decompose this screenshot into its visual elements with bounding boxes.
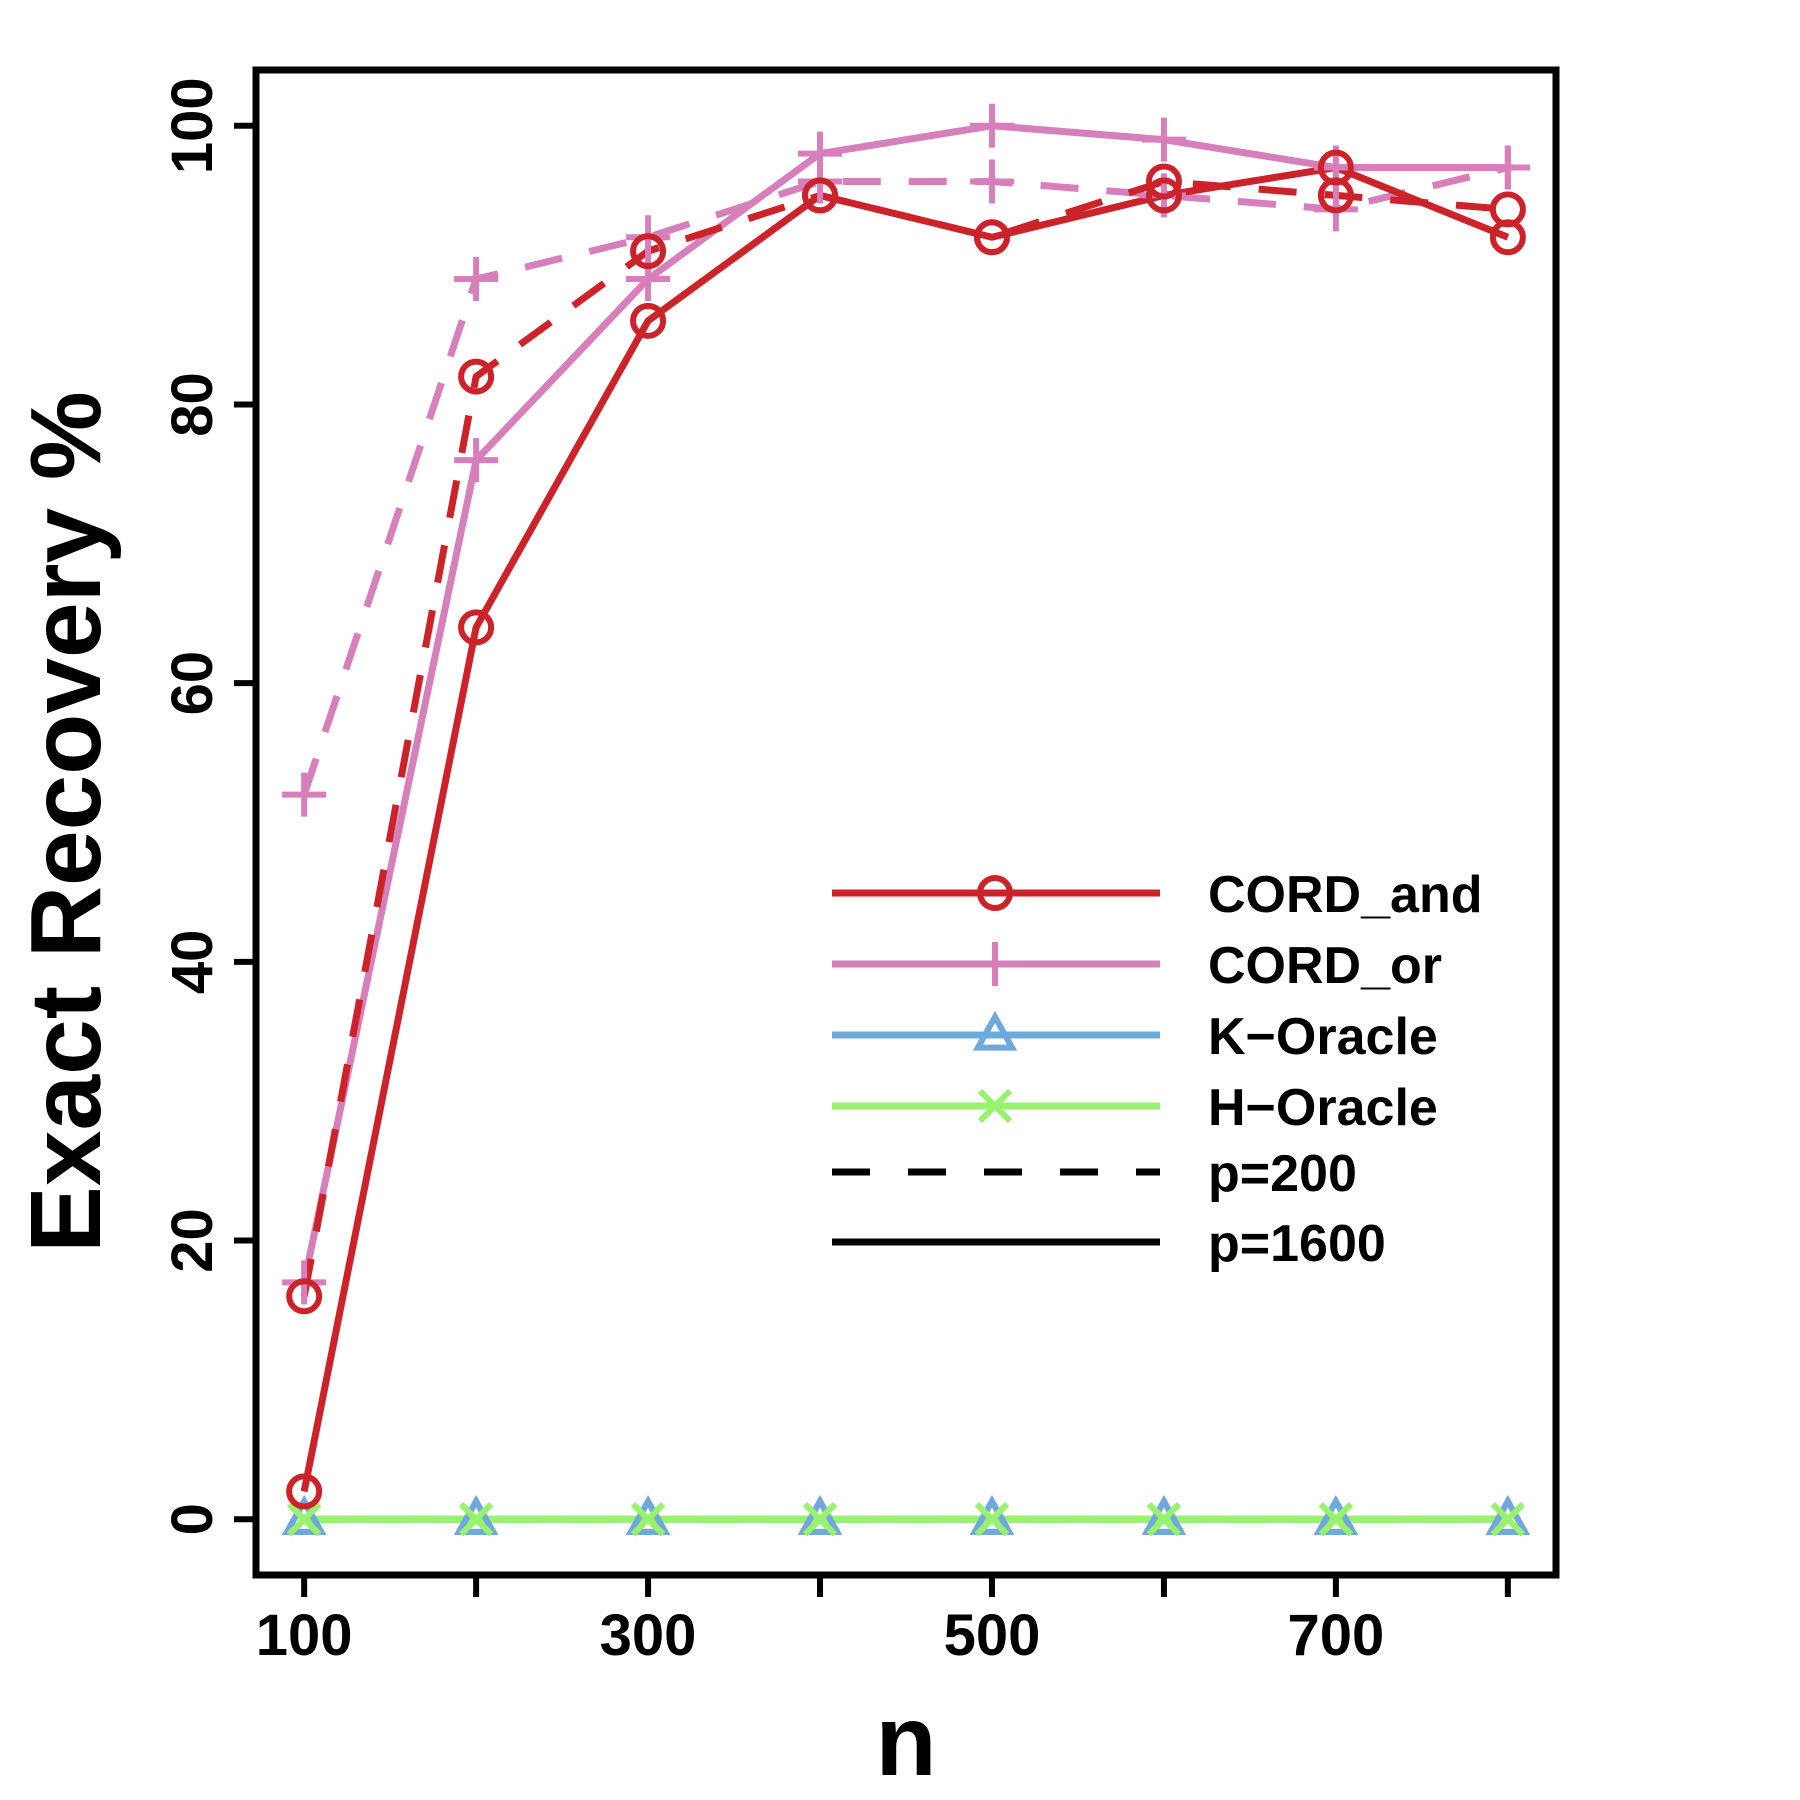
legend-label-h-oracle: H−Oracle	[1208, 1079, 1438, 1137]
legend-label-p-200: p=200	[1208, 1145, 1357, 1203]
plot-frame	[252, 66, 1560, 1579]
data-point-cord-and-p-200-200	[458, 358, 495, 395]
x-tick-label: 700	[1288, 1603, 1385, 1668]
legend-label-p-1600: p=1600	[1208, 1215, 1386, 1273]
data-point-cord-and-p-1600-300	[630, 302, 667, 339]
data-point-cord-and-p-200-100	[286, 1278, 323, 1315]
data-point-cord-or-p-1600-500	[969, 103, 1014, 148]
data-point-cord-and-p-200-600	[1145, 163, 1182, 200]
data-point-k-oracle-p-1600-100	[281, 1495, 327, 1535]
y-tick-label: 100	[160, 77, 225, 174]
y-axis: 0 20 40 60 80 100	[160, 77, 256, 1535]
data-point-cord-or-p-1600-200	[454, 438, 499, 483]
x-axis: 100 300 500 700	[256, 1575, 1511, 1668]
data-point-cord-and-p-1600-600	[1145, 177, 1182, 214]
data-point-cord-and-p-1600-100	[286, 1473, 323, 1510]
data-point-k-oracle-p-1600-400	[797, 1495, 843, 1535]
legend-marker-h-oracle	[977, 1088, 1013, 1124]
data-point-k-oracle-p-1600-200	[453, 1495, 499, 1535]
data-point-cord-or-p-1600-800	[1485, 145, 1530, 190]
data-point-h-oracle-p-1600-700	[1318, 1502, 1354, 1537]
data-point-h-oracle-p-1600-600	[1146, 1502, 1182, 1537]
data-point-h-oracle-p-1600-100	[287, 1502, 322, 1537]
plot-markers	[281, 103, 1531, 1537]
x-tick-label: 500	[944, 1603, 1041, 1668]
legend: CORD_and CORD_or K−Oracle H−Oracle p=200 p=16…	[832, 866, 1482, 1273]
data-point-cord-or-p-200-100	[282, 772, 327, 817]
data-point-h-oracle-p-1600-400	[802, 1502, 838, 1537]
series-line-cord-or-p-200	[300, 164, 1509, 796]
y-axis-label: Exact Recovery %	[10, 391, 122, 1253]
data-point-h-oracle-p-1600-800	[1490, 1502, 1525, 1537]
y-tick-label: 40	[160, 930, 225, 995]
series-line-cord-or-p-1600	[300, 122, 1508, 1284]
x-axis-label: n	[875, 1685, 936, 1797]
plot-lines	[300, 122, 1510, 1523]
data-point-cord-and-p-1600-400	[802, 177, 839, 214]
series-line-cord-and-p-1600	[300, 164, 1510, 1493]
data-point-cord-and-p-1600-700	[1317, 149, 1354, 186]
data-point-k-oracle-p-1600-600	[1141, 1495, 1187, 1535]
data-point-h-oracle-p-1600-500	[974, 1502, 1010, 1537]
data-point-h-oracle-p-1600-300	[630, 1502, 666, 1537]
legend-marker-cord-or	[973, 942, 1017, 986]
data-point-cord-and-p-200-300	[630, 233, 667, 270]
data-point-k-oracle-p-1600-800	[1485, 1495, 1531, 1535]
y-tick-label: 80	[160, 372, 225, 437]
data-point-h-oracle-p-1600-200	[458, 1502, 494, 1537]
legend-label-k-oracle: K−Oracle	[1208, 1008, 1438, 1066]
data-point-k-oracle-p-1600-700	[1313, 1495, 1359, 1535]
data-point-k-oracle-p-1600-300	[625, 1495, 671, 1535]
x-tick-label: 100	[256, 1603, 353, 1668]
data-point-cord-and-p-1600-500	[973, 219, 1010, 256]
legend-label-cord-and: CORD_and	[1208, 866, 1482, 924]
legend-label-cord-or: CORD_or	[1208, 937, 1442, 995]
data-point-cord-and-p-1600-200	[458, 609, 495, 646]
data-point-cord-or-p-1600-600	[1141, 117, 1186, 162]
legend-marker-k-oracle	[972, 1010, 1018, 1051]
data-point-k-oracle-p-1600-500	[969, 1495, 1015, 1535]
data-point-cord-or-p-1600-400	[798, 131, 843, 176]
y-tick-label: 0	[160, 1503, 225, 1535]
data-point-cord-or-p-200-500	[969, 159, 1014, 204]
y-tick-label: 20	[160, 1208, 225, 1273]
data-point-cord-and-p-1600-800	[1489, 219, 1526, 256]
y-tick-label: 60	[160, 651, 225, 716]
data-point-cord-or-p-200-200	[454, 257, 499, 302]
x-tick-label: 300	[600, 1603, 697, 1668]
legend-marker-cord-and	[977, 875, 1013, 911]
